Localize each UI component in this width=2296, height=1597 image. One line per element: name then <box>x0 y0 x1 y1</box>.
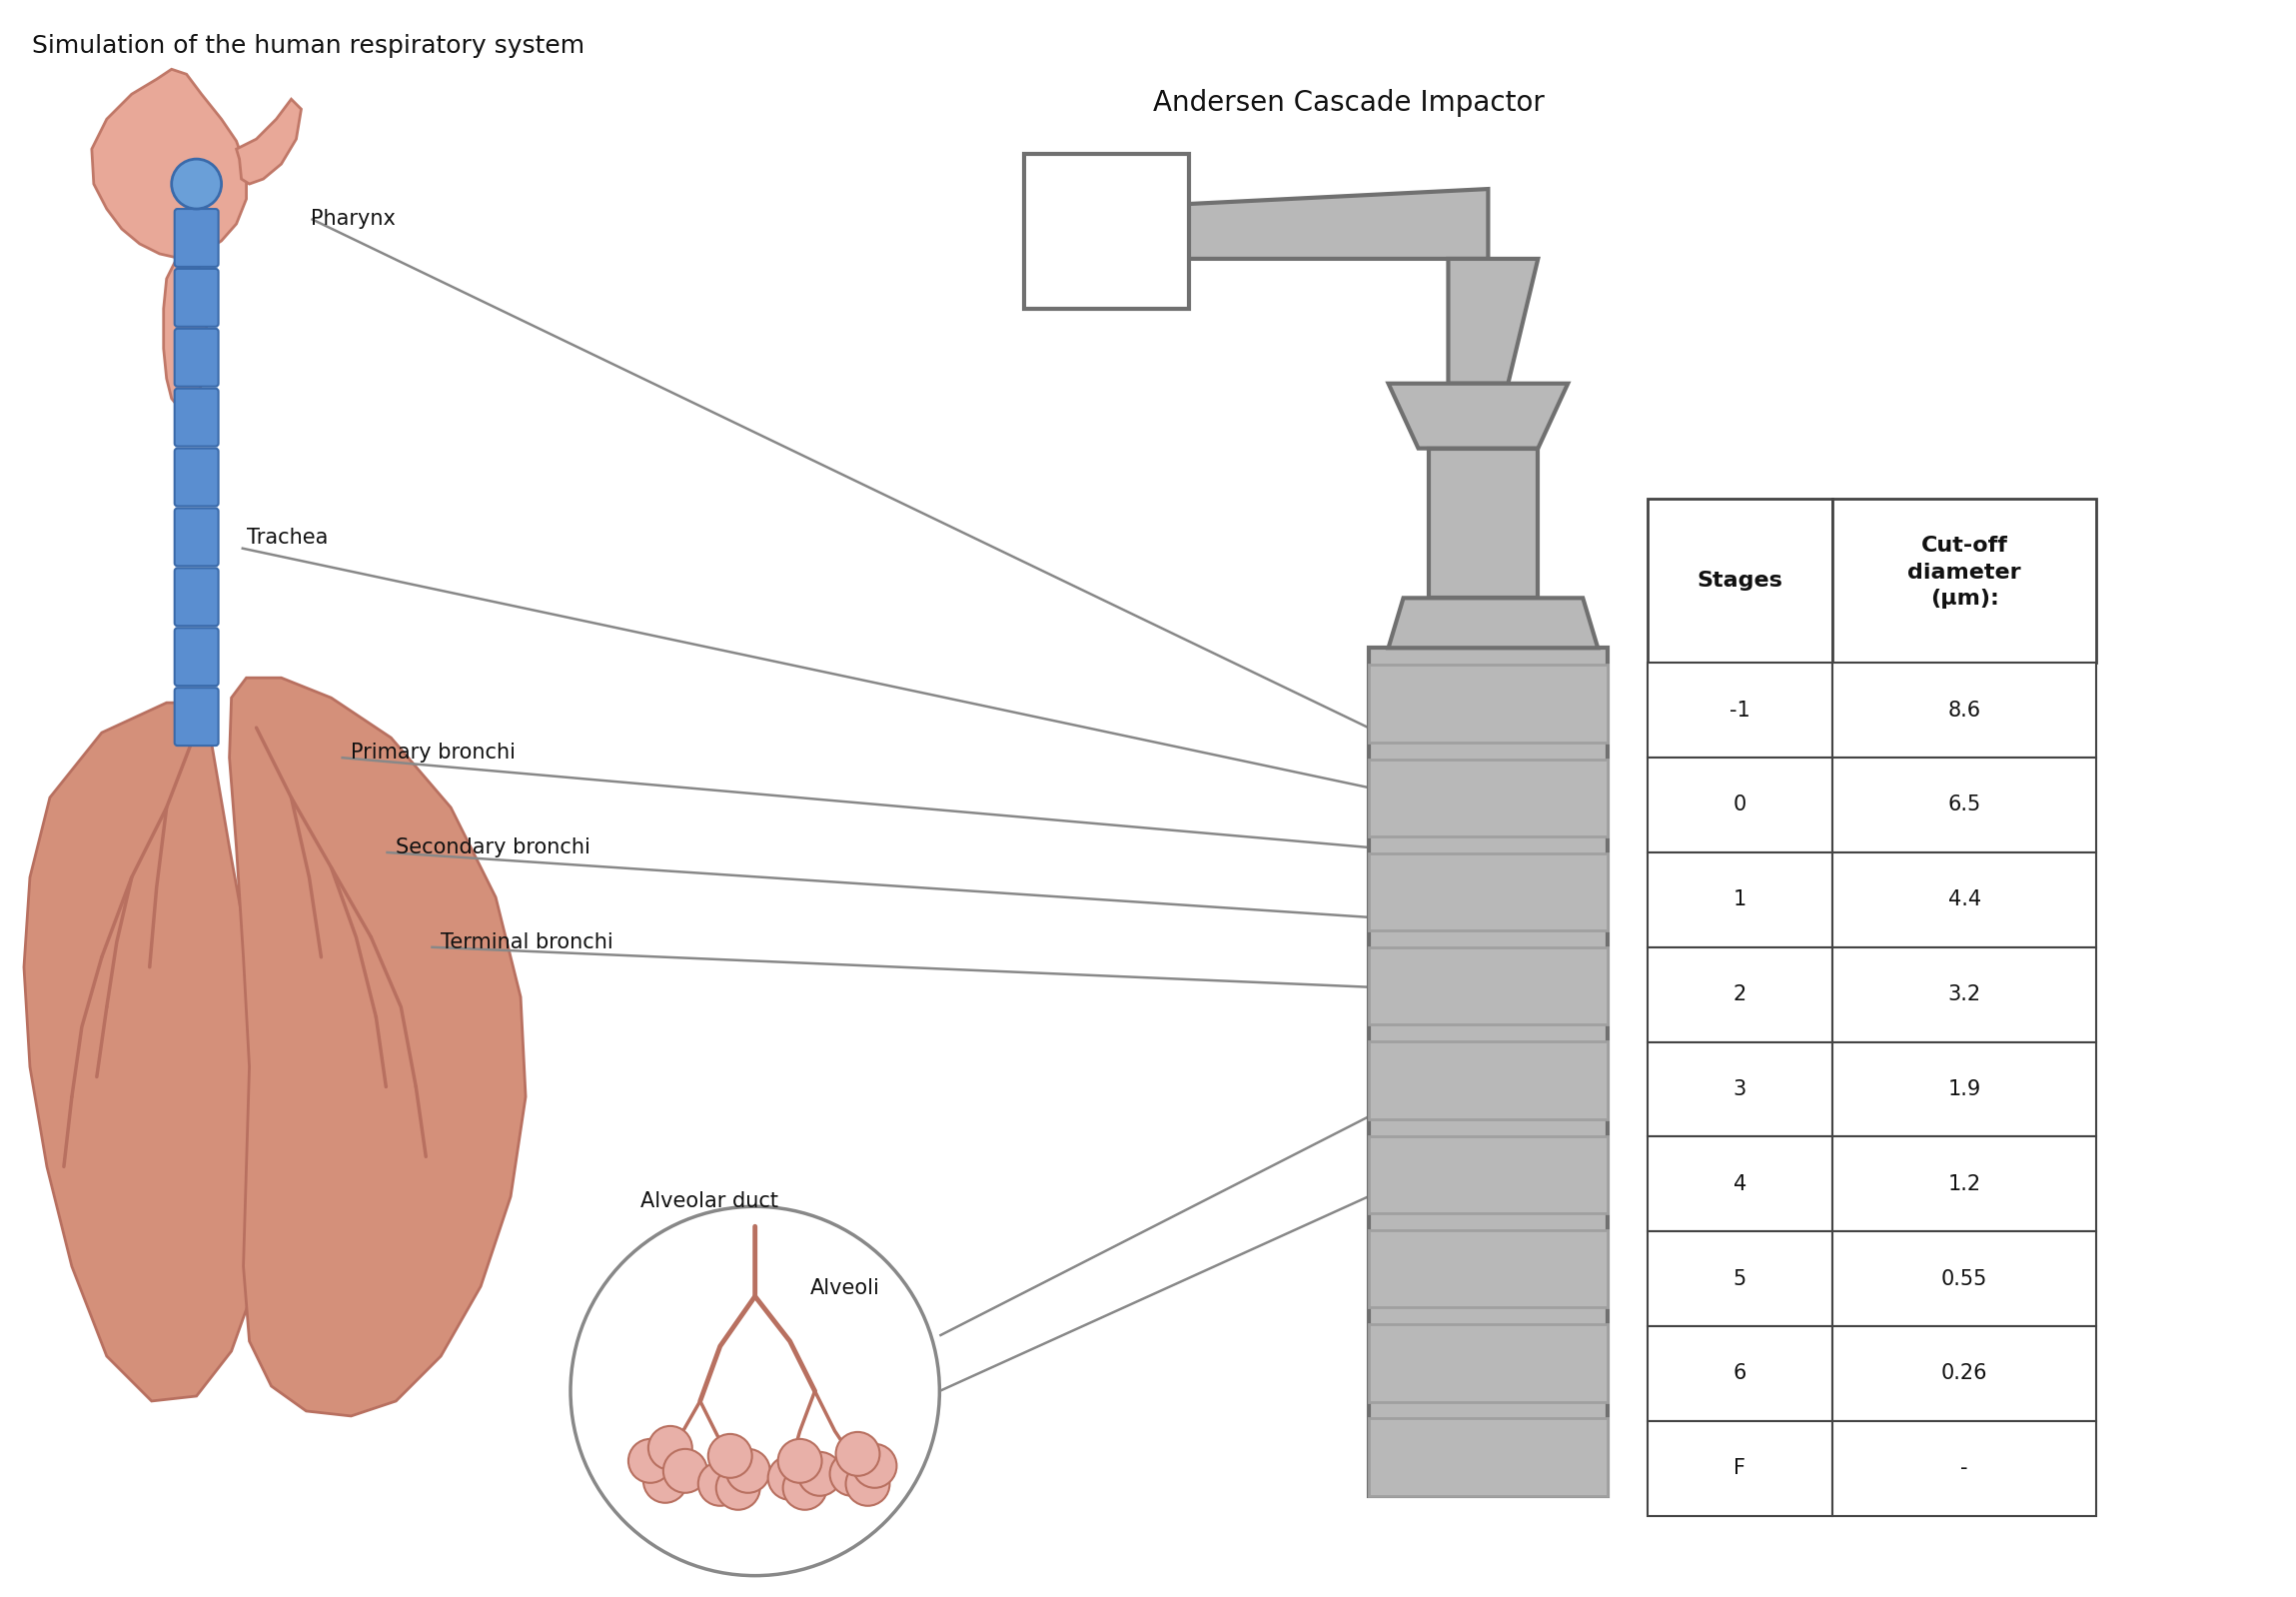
Text: -: - <box>1961 1458 1968 1479</box>
Bar <box>1368 853 1607 931</box>
Bar <box>1832 1326 2096 1421</box>
Text: 1: 1 <box>1733 890 1747 910</box>
Circle shape <box>716 1466 760 1509</box>
Bar <box>1368 1135 1607 1214</box>
Circle shape <box>836 1433 879 1476</box>
Text: 1.2: 1.2 <box>1947 1174 1981 1195</box>
Bar <box>1649 853 1832 947</box>
Bar <box>1649 757 1832 853</box>
Circle shape <box>767 1456 813 1500</box>
Text: Pharynx: Pharynx <box>312 209 395 228</box>
FancyBboxPatch shape <box>174 688 218 746</box>
Bar <box>1368 1324 1607 1402</box>
Polygon shape <box>163 259 207 409</box>
Circle shape <box>845 1461 889 1506</box>
Circle shape <box>707 1434 753 1477</box>
FancyBboxPatch shape <box>174 388 218 446</box>
Circle shape <box>852 1444 898 1488</box>
Text: 3: 3 <box>1733 1080 1747 1099</box>
Text: 0: 0 <box>1733 795 1747 814</box>
Bar <box>1428 449 1538 597</box>
Bar <box>1832 1231 2096 1326</box>
Text: Trachea: Trachea <box>246 529 328 548</box>
Circle shape <box>726 1448 769 1493</box>
Text: 6.5: 6.5 <box>1947 795 1981 814</box>
Bar <box>1832 1041 2096 1137</box>
Bar <box>1832 757 2096 853</box>
Bar <box>1832 498 2096 663</box>
Text: 0.55: 0.55 <box>1940 1270 1988 1289</box>
Text: 0.26: 0.26 <box>1940 1364 1988 1383</box>
Text: 2: 2 <box>1733 984 1747 1005</box>
Circle shape <box>799 1452 843 1496</box>
Polygon shape <box>236 99 301 184</box>
Text: Secondary bronchi: Secondary bronchi <box>395 837 590 858</box>
FancyBboxPatch shape <box>174 508 218 565</box>
Bar <box>1832 853 2096 947</box>
Bar <box>1368 1041 1607 1119</box>
FancyBboxPatch shape <box>174 209 218 267</box>
Text: 3.2: 3.2 <box>1947 984 1981 1005</box>
Text: 8.6: 8.6 <box>1947 699 1981 720</box>
Bar <box>1649 947 1832 1041</box>
FancyBboxPatch shape <box>174 449 218 506</box>
Bar <box>1649 1137 1832 1231</box>
FancyBboxPatch shape <box>174 268 218 327</box>
Bar <box>1832 1137 2096 1231</box>
Text: 4: 4 <box>1733 1174 1747 1195</box>
Circle shape <box>778 1439 822 1484</box>
Bar <box>1832 1421 2096 1516</box>
Bar <box>1649 1421 1832 1516</box>
Bar <box>1368 1418 1607 1496</box>
Bar <box>1649 1326 1832 1421</box>
Text: -1: -1 <box>1729 699 1750 720</box>
Text: Cut-off
diameter
(μm):: Cut-off diameter (μm): <box>1908 537 2020 608</box>
Bar <box>1368 947 1607 1025</box>
FancyBboxPatch shape <box>174 329 218 386</box>
Text: Andersen Cascade Impactor: Andersen Cascade Impactor <box>1153 89 1545 117</box>
Polygon shape <box>23 703 269 1401</box>
Bar <box>1024 153 1189 308</box>
FancyBboxPatch shape <box>174 569 218 626</box>
Text: Stages: Stages <box>1697 570 1784 591</box>
Bar <box>1649 498 1832 663</box>
Polygon shape <box>1189 188 1488 259</box>
Bar <box>1832 663 2096 757</box>
Polygon shape <box>1389 383 1568 449</box>
Circle shape <box>783 1466 827 1509</box>
Bar <box>1649 1041 1832 1137</box>
Circle shape <box>698 1461 742 1506</box>
Text: F: F <box>1733 1458 1745 1479</box>
Polygon shape <box>1449 259 1538 383</box>
Bar <box>1368 759 1607 837</box>
Circle shape <box>647 1426 691 1469</box>
Text: Alveolar duct: Alveolar duct <box>641 1191 778 1212</box>
Text: 4.4: 4.4 <box>1947 890 1981 910</box>
Bar <box>1368 1230 1607 1308</box>
Circle shape <box>643 1460 687 1503</box>
Bar <box>1368 664 1607 743</box>
Text: Simulation of the human respiratory system: Simulation of the human respiratory syst… <box>32 34 585 59</box>
Circle shape <box>829 1452 875 1496</box>
Polygon shape <box>92 69 246 259</box>
Text: Terminal bronchi: Terminal bronchi <box>441 933 613 952</box>
Circle shape <box>629 1439 673 1484</box>
Bar <box>1649 1231 1832 1326</box>
Text: 1.9: 1.9 <box>1947 1080 1981 1099</box>
Circle shape <box>569 1207 939 1576</box>
Bar <box>1368 648 1607 1496</box>
Polygon shape <box>1389 597 1598 648</box>
Text: Primary bronchi: Primary bronchi <box>351 743 517 763</box>
Text: 6: 6 <box>1733 1364 1747 1383</box>
Bar <box>1832 947 2096 1041</box>
Polygon shape <box>230 677 526 1417</box>
Circle shape <box>172 160 220 209</box>
FancyBboxPatch shape <box>174 628 218 685</box>
Circle shape <box>664 1448 707 1493</box>
Text: Alveoli: Alveoli <box>810 1278 879 1298</box>
Text: 5: 5 <box>1733 1270 1747 1289</box>
Bar <box>1649 663 1832 757</box>
